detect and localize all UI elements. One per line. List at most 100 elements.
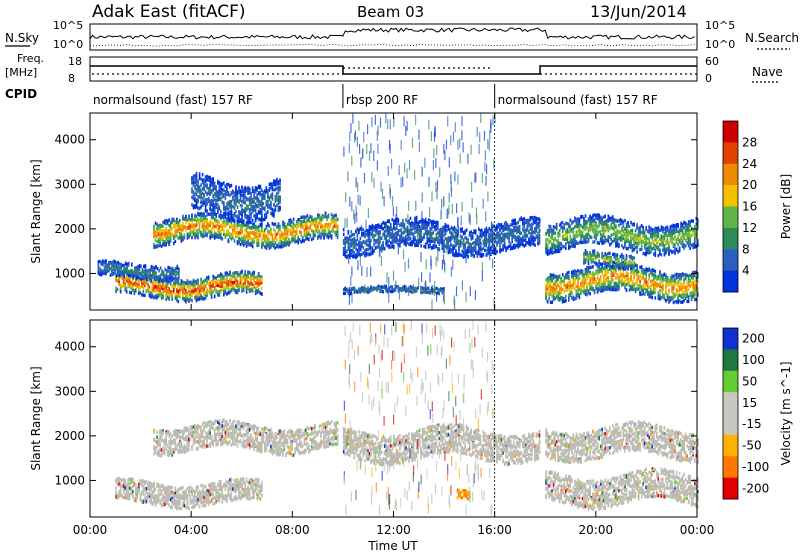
echo-cell xyxy=(261,206,263,210)
echo-cell xyxy=(496,224,498,228)
echo-cell xyxy=(575,284,578,289)
echo-cell xyxy=(233,191,236,195)
echo-cell xyxy=(239,228,242,233)
echo-cell xyxy=(185,228,187,232)
echo-cell xyxy=(209,204,211,208)
echo-cell xyxy=(265,189,268,193)
echo-cell xyxy=(253,207,255,211)
echo-cell xyxy=(212,234,214,238)
echo-cell xyxy=(206,198,208,202)
echo-cell xyxy=(528,229,530,233)
echo-cell xyxy=(572,273,575,278)
echo-cell xyxy=(571,291,573,295)
echo-cell xyxy=(204,296,207,300)
echo-cell xyxy=(256,284,258,289)
echo-cell xyxy=(147,270,150,274)
echo-cell xyxy=(280,245,283,249)
echo-cell xyxy=(108,268,110,273)
echo-cell xyxy=(207,178,210,182)
echo-cell xyxy=(235,276,237,280)
echo-cell xyxy=(259,275,262,279)
echo-cell xyxy=(430,246,433,250)
echo-cell xyxy=(151,293,154,297)
echo-cell xyxy=(241,220,243,224)
echo-cell xyxy=(254,210,257,214)
echo-cell xyxy=(194,179,196,184)
echo-cell xyxy=(251,241,254,245)
echo-cell xyxy=(167,278,169,282)
echo-cell xyxy=(143,274,145,278)
echo-cell xyxy=(257,287,260,292)
echo-cell xyxy=(204,203,207,207)
echo-cell xyxy=(259,209,262,213)
echo-cell xyxy=(245,208,248,212)
echo-cell xyxy=(159,288,161,292)
echo-cell xyxy=(429,230,431,234)
echo-cell xyxy=(572,277,575,281)
echo-cell xyxy=(270,200,272,205)
echo-cell xyxy=(427,237,430,241)
echo-cell xyxy=(232,205,234,209)
echo-cell xyxy=(505,248,507,253)
echo-cell xyxy=(242,274,245,278)
echo-cell xyxy=(178,275,180,280)
echo-cell xyxy=(288,242,290,246)
echo-cell xyxy=(220,272,222,276)
echo-cell xyxy=(496,235,498,240)
echo-cell xyxy=(206,233,208,238)
echo-cell xyxy=(209,179,211,183)
echo-cell xyxy=(511,233,513,238)
echo-cell xyxy=(444,227,447,232)
echo-cell xyxy=(503,240,506,245)
echo-cell xyxy=(509,247,512,251)
echo-cell xyxy=(306,214,309,218)
echo-cell xyxy=(292,223,295,227)
echo-cell xyxy=(572,297,575,302)
echo-cell xyxy=(438,228,441,233)
echo-cell xyxy=(176,217,178,222)
echo-cell xyxy=(221,236,224,241)
echo-cell xyxy=(169,225,172,229)
echo-cell xyxy=(342,252,345,256)
echo-cell xyxy=(367,290,369,295)
echo-cell xyxy=(217,223,219,227)
echo-cell xyxy=(417,286,419,290)
echo-cell xyxy=(236,214,239,219)
echo-cell xyxy=(245,189,248,193)
echo-cell xyxy=(453,246,456,250)
echo-cell xyxy=(277,186,280,190)
echo-cell xyxy=(441,244,444,249)
echo-cell xyxy=(223,232,225,236)
echo-cell xyxy=(244,223,246,228)
echo-cell xyxy=(102,271,104,276)
echo-cell xyxy=(197,183,199,187)
echo-cell xyxy=(349,253,351,257)
echo-cell xyxy=(155,271,157,275)
echo-cell xyxy=(136,284,139,288)
echo-cell xyxy=(226,279,228,283)
echo-cell xyxy=(429,232,431,237)
echo-cell xyxy=(191,235,193,240)
echo-cell xyxy=(256,186,258,191)
echo-cell xyxy=(244,270,246,274)
echo-cell xyxy=(323,233,325,237)
echo-cell xyxy=(491,250,494,254)
echo-cell xyxy=(245,240,248,245)
echo-cell xyxy=(355,289,357,293)
echo-cell xyxy=(207,199,210,204)
echo-cell xyxy=(566,274,569,278)
echo-cell xyxy=(163,240,166,244)
echo-cell xyxy=(314,229,316,233)
echo-cell xyxy=(201,222,204,226)
echo-cell xyxy=(405,241,407,245)
echo-cell xyxy=(505,246,507,250)
echo-cell xyxy=(552,295,555,299)
echo-cell xyxy=(229,205,231,209)
nsky-series xyxy=(89,27,698,47)
echo-cell xyxy=(522,222,524,227)
echo-cell xyxy=(254,203,257,208)
echo-cell xyxy=(169,293,172,298)
echo-cell xyxy=(453,225,456,230)
echo-cell xyxy=(166,281,169,285)
echo-cell xyxy=(271,236,274,240)
